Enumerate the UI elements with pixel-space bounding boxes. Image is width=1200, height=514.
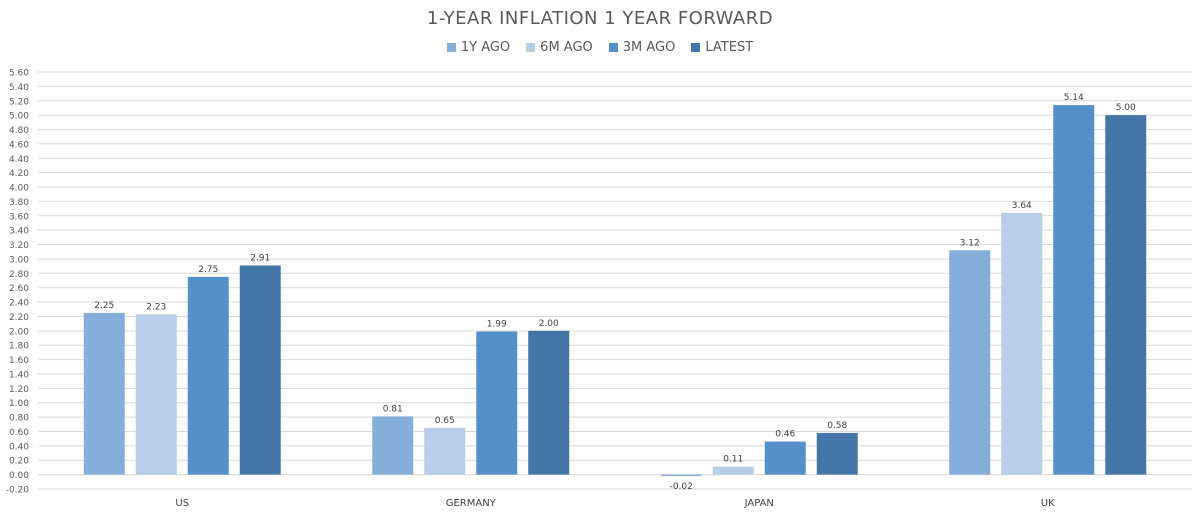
data-label: 2.91: [250, 253, 270, 263]
legend-item-3: LATEST: [691, 40, 753, 55]
x-tick-label: GERMANY: [446, 498, 497, 509]
y-tick-label: 3.20: [9, 241, 29, 251]
bar: [660, 474, 702, 477]
chart-title: 1-YEAR INFLATION 1 YEAR FORWARD: [426, 8, 774, 29]
y-tick-label: 4.80: [9, 126, 29, 136]
bar: [135, 314, 177, 475]
data-label: 0.46: [775, 430, 795, 440]
data-label: 2.23: [146, 302, 166, 312]
data-label: 5.00: [1116, 103, 1136, 113]
legend-item-2: 3M AGO: [608, 40, 676, 55]
y-tick-label: 3.00: [9, 255, 29, 265]
bar: [528, 330, 570, 475]
bar: [1001, 212, 1043, 475]
y-tick-label: 2.80: [9, 270, 29, 280]
data-label: 5.14: [1064, 93, 1084, 103]
y-tick-label: 4.60: [9, 140, 29, 150]
data-label: 1.99: [487, 320, 507, 330]
y-tick-label: 1.40: [9, 370, 29, 380]
bar: [239, 265, 281, 475]
y-tick-label: 5.60: [9, 69, 29, 79]
bar: [424, 427, 466, 475]
bar: [372, 416, 414, 475]
y-tick-label: 3.80: [9, 198, 29, 208]
bar: [476, 331, 518, 475]
legend-swatch-2: [608, 43, 618, 52]
y-tick-label: 0.40: [9, 442, 29, 452]
legend-swatch-3: [691, 43, 701, 52]
x-tick-label: UK: [1041, 498, 1055, 509]
y-tick-label: -0.20: [6, 486, 30, 496]
legend-label-3: LATEST: [705, 40, 754, 55]
x-tick-label: JAPAN: [744, 498, 774, 509]
y-tick-label: 1.80: [9, 342, 29, 352]
bar: [1053, 105, 1095, 475]
y-tick-label: 5.40: [9, 83, 29, 93]
y-tick-label: 4.20: [9, 169, 29, 179]
y-tick-label: 4.40: [9, 155, 29, 165]
legend-item-1: 6M AGO: [526, 40, 593, 55]
bar: [83, 312, 125, 475]
y-tick-label: 3.60: [9, 212, 29, 222]
y-tick-label: 5.00: [9, 112, 29, 122]
bar: [712, 466, 754, 475]
data-label: 2.25: [94, 301, 114, 311]
bar: [1105, 115, 1147, 475]
legend-swatch-0: [446, 43, 456, 52]
y-tick-label: 0.20: [9, 457, 29, 467]
bar: [816, 432, 858, 475]
y-tick-label: 3.40: [9, 227, 29, 237]
y-tick-label: 0.00: [9, 471, 29, 481]
data-label: 0.58: [827, 421, 847, 431]
y-tick-label: 0.80: [9, 414, 29, 424]
y-tick-label: 2.00: [9, 327, 29, 337]
y-tick-label: 1.60: [9, 356, 29, 366]
legend-item-0: 1Y AGO: [446, 40, 511, 55]
legend-label-2: 3M AGO: [622, 40, 676, 55]
x-tick-label: US: [175, 498, 189, 509]
y-tick-label: 5.20: [9, 97, 29, 107]
data-label: 3.64: [1012, 201, 1032, 211]
y-tick-label: 2.60: [9, 284, 29, 294]
data-label: -0.02: [670, 482, 693, 492]
bar: [949, 250, 991, 475]
y-tick-label: 2.20: [9, 313, 29, 323]
y-tick-label: 1.20: [9, 385, 29, 395]
data-label: 2.75: [198, 265, 218, 275]
legend-label-1: 6M AGO: [540, 40, 593, 55]
data-label: 3.12: [960, 238, 980, 248]
y-tick-label: 4.00: [9, 184, 29, 194]
data-label: 0.65: [435, 416, 455, 426]
chart-legend: 1Y AGO 6M AGO 3M AGO LATEST: [0, 40, 1200, 55]
data-label: 0.11: [723, 455, 743, 465]
legend-swatch-1: [526, 43, 536, 52]
data-label: 0.81: [383, 404, 403, 414]
bar: [187, 276, 229, 475]
data-label: 2.00: [539, 319, 559, 329]
legend-label-0: 1Y AGO: [460, 40, 511, 55]
bar: [764, 441, 806, 475]
y-tick-label: 2.40: [9, 299, 29, 309]
y-tick-label: 0.60: [9, 428, 29, 438]
y-tick-label: 1.00: [9, 399, 29, 409]
